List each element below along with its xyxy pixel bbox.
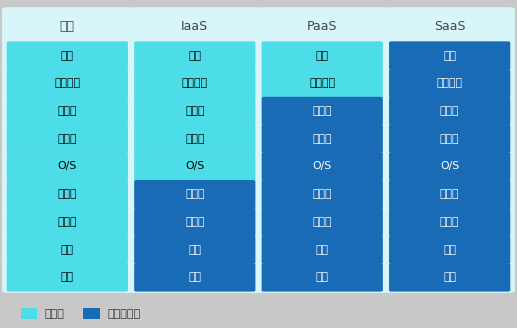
FancyBboxPatch shape — [83, 308, 100, 319]
Text: O/S: O/S — [440, 161, 459, 172]
FancyBboxPatch shape — [7, 97, 128, 125]
FancyBboxPatch shape — [7, 180, 128, 208]
FancyBboxPatch shape — [7, 125, 128, 153]
FancyBboxPatch shape — [262, 263, 383, 292]
FancyBboxPatch shape — [134, 180, 255, 208]
FancyBboxPatch shape — [2, 7, 132, 293]
Text: 应用程序: 应用程序 — [54, 78, 80, 88]
Text: 存储: 存储 — [316, 245, 329, 255]
Text: 网络: 网络 — [61, 272, 74, 282]
Text: O/S: O/S — [185, 161, 204, 172]
Text: 虚拟化: 虚拟化 — [185, 189, 205, 199]
Text: 运行时: 运行时 — [312, 106, 332, 116]
Text: O/S: O/S — [58, 161, 77, 172]
Text: 运行时: 运行时 — [440, 106, 460, 116]
Text: SaaS: SaaS — [434, 20, 465, 33]
Text: 中间件: 中间件 — [185, 134, 205, 144]
FancyBboxPatch shape — [134, 125, 255, 153]
Text: 运行时: 运行时 — [57, 106, 77, 116]
FancyBboxPatch shape — [385, 7, 515, 293]
Text: 存储: 存储 — [443, 245, 456, 255]
FancyBboxPatch shape — [134, 41, 255, 70]
FancyBboxPatch shape — [257, 7, 388, 293]
Text: PaaS: PaaS — [307, 20, 338, 33]
FancyBboxPatch shape — [262, 41, 383, 70]
FancyBboxPatch shape — [262, 180, 383, 208]
FancyBboxPatch shape — [262, 97, 383, 125]
FancyBboxPatch shape — [262, 69, 383, 97]
FancyBboxPatch shape — [389, 125, 510, 153]
Text: 运行时: 运行时 — [185, 106, 205, 116]
Text: 虚拟化: 虚拟化 — [440, 189, 460, 199]
Text: 本地: 本地 — [60, 20, 75, 33]
FancyBboxPatch shape — [389, 152, 510, 181]
FancyBboxPatch shape — [7, 41, 128, 70]
FancyBboxPatch shape — [389, 69, 510, 97]
Text: 虚拟化: 虚拟化 — [57, 189, 77, 199]
Text: IaaS: IaaS — [181, 20, 208, 33]
Text: 数据: 数据 — [61, 51, 74, 61]
FancyBboxPatch shape — [262, 208, 383, 236]
FancyBboxPatch shape — [389, 41, 510, 70]
FancyBboxPatch shape — [129, 7, 260, 293]
Text: 提供商管理: 提供商管理 — [107, 309, 140, 319]
Text: 数据: 数据 — [316, 51, 329, 61]
Text: 服务器: 服务器 — [57, 217, 77, 227]
Text: 服务器: 服务器 — [312, 217, 332, 227]
Text: 网络: 网络 — [316, 272, 329, 282]
FancyBboxPatch shape — [134, 263, 255, 292]
FancyBboxPatch shape — [7, 152, 128, 181]
Text: 中间件: 中间件 — [57, 134, 77, 144]
FancyBboxPatch shape — [389, 263, 510, 292]
FancyBboxPatch shape — [134, 236, 255, 264]
FancyBboxPatch shape — [389, 236, 510, 264]
Text: 中间件: 中间件 — [312, 134, 332, 144]
Text: O/S: O/S — [313, 161, 332, 172]
FancyBboxPatch shape — [389, 97, 510, 125]
FancyBboxPatch shape — [389, 208, 510, 236]
FancyBboxPatch shape — [262, 125, 383, 153]
FancyBboxPatch shape — [134, 208, 255, 236]
Text: 你管理: 你管理 — [44, 309, 64, 319]
FancyBboxPatch shape — [7, 69, 128, 97]
FancyBboxPatch shape — [134, 97, 255, 125]
FancyBboxPatch shape — [262, 152, 383, 181]
Text: 应用程序: 应用程序 — [309, 78, 335, 88]
Text: 应用程序: 应用程序 — [182, 78, 208, 88]
FancyBboxPatch shape — [21, 308, 37, 319]
FancyBboxPatch shape — [134, 69, 255, 97]
Text: 应用程序: 应用程序 — [437, 78, 463, 88]
Text: 网络: 网络 — [188, 272, 201, 282]
FancyBboxPatch shape — [7, 263, 128, 292]
Text: 网络: 网络 — [443, 272, 456, 282]
Text: 存储: 存储 — [188, 245, 201, 255]
Text: 存储: 存储 — [61, 245, 74, 255]
Text: 中间件: 中间件 — [440, 134, 460, 144]
FancyBboxPatch shape — [262, 236, 383, 264]
Text: 虚拟化: 虚拟化 — [312, 189, 332, 199]
FancyBboxPatch shape — [7, 208, 128, 236]
Text: 服务器: 服务器 — [440, 217, 460, 227]
Text: 数据: 数据 — [188, 51, 201, 61]
Text: 数据: 数据 — [443, 51, 456, 61]
FancyBboxPatch shape — [7, 236, 128, 264]
FancyBboxPatch shape — [134, 152, 255, 181]
FancyBboxPatch shape — [389, 180, 510, 208]
Text: 服务器: 服务器 — [185, 217, 205, 227]
